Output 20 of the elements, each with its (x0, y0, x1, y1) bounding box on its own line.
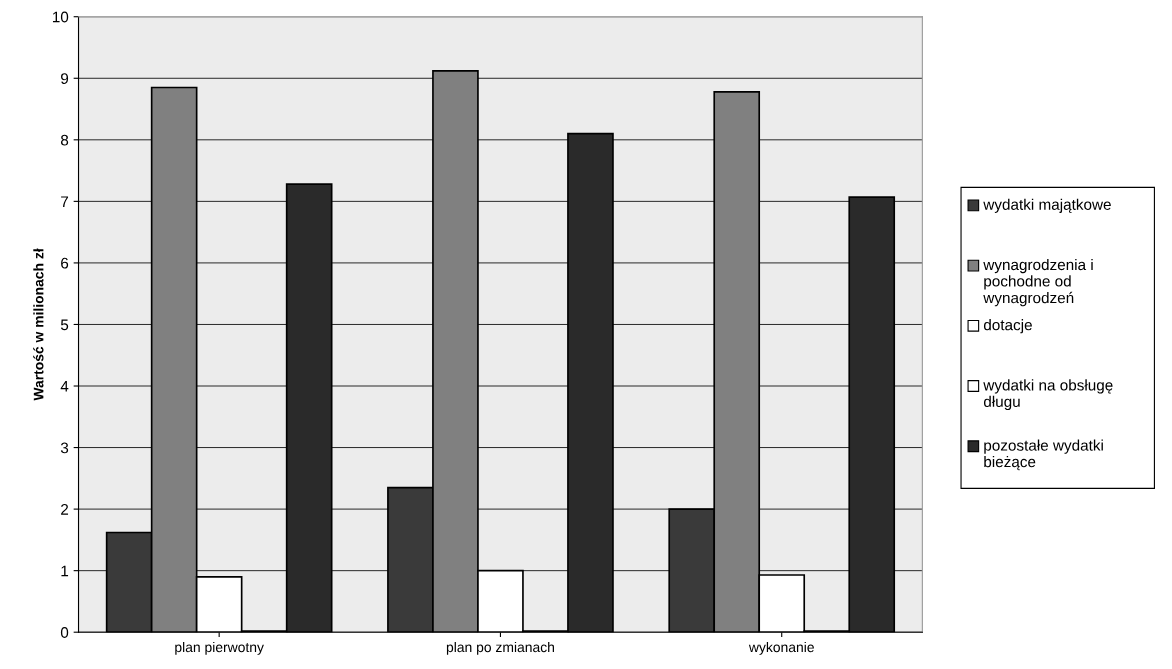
y-tick-label: 7 (61, 196, 69, 207)
y-axis-title: Wartość w milionach zł (33, 248, 44, 401)
y-tick-label: 2 (61, 503, 69, 515)
y-tick-label: 8 (60, 134, 69, 146)
y-tick-label: 0 (60, 627, 69, 638)
y-tick-label: 3 (60, 442, 69, 454)
legend-label: wynagrodzenia i pochodne od wynagrodzeń (983, 258, 1093, 307)
legend-label: dotacje (983, 319, 1032, 334)
y-tick-label: 1 (61, 565, 69, 577)
legend-label: wydatki majątkowe (983, 198, 1111, 213)
y-tick-label: 10 (52, 11, 69, 23)
y-tick-label: 6 (61, 257, 69, 269)
x-tick-label: plan po zmianach (446, 641, 554, 655)
x-tick-label: plan pierwotny (175, 641, 264, 655)
y-tick-label: 5 (60, 319, 69, 331)
x-tick-label: wykonanie (748, 641, 814, 655)
legend-label: wydatki na obsługę długu (983, 379, 1113, 411)
y-tick-label: 9 (61, 73, 69, 84)
y-tick-label: 4 (60, 381, 69, 392)
legend-label: pozostałe wydatki bieżące (984, 439, 1103, 471)
